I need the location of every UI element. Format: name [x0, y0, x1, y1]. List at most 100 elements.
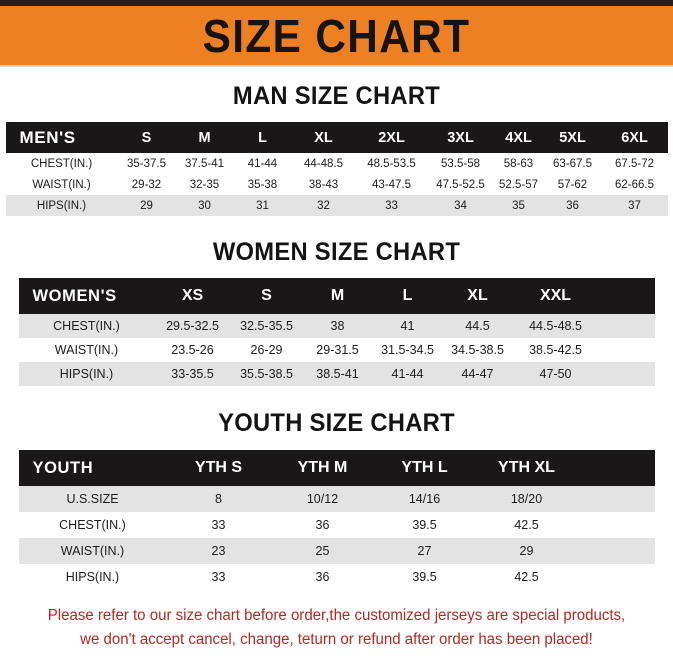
youth-r0-c4 — [579, 486, 655, 512]
man-r0-c0: 35-37.5 — [126, 157, 166, 170]
women-size-table: WOMEN'S XS S M L XL XXL CHEST(IN.) 29.5-… — [18, 278, 655, 386]
man-r1-c7: 57-62 — [557, 178, 588, 191]
women-r1-c3: 31.5-34.5 — [381, 343, 434, 357]
youth-size-col-1: YTH M — [297, 459, 348, 476]
youth-r1-c3: 42.5 — [514, 518, 539, 532]
man-size-col-8: 6XL — [621, 129, 648, 146]
man-r0-c6: 58-63 — [503, 157, 534, 170]
youth-r0-c0: 8 — [215, 492, 222, 506]
banner-title: SIZE CHART — [202, 9, 471, 62]
youth-row-0-label: U.S.SIZE — [66, 492, 119, 506]
man-row-0-label: CHEST(IN.) — [30, 157, 93, 170]
women-r0-c1: 32.5-35.5 — [240, 319, 293, 333]
man-size-col-3: XL — [314, 129, 333, 146]
man-size-col-2: L — [258, 129, 267, 146]
women-r2-c0: 33-35.5 — [171, 367, 214, 381]
women-r0-c4: 44.5 — [465, 319, 490, 333]
women-r2-c3: 41-44 — [391, 367, 424, 381]
footer-disclaimer: Please refer to our size chart before or… — [10, 604, 663, 652]
man-r2-c5: 34 — [454, 199, 467, 212]
youth-r0-c3: 18/20 — [510, 492, 543, 506]
man-r1-c2: 35-38 — [247, 178, 278, 191]
man-r2-c2: 31 — [256, 199, 269, 212]
youth-r0-c2: 14/16 — [408, 492, 441, 506]
table-row: CHEST(IN.) 29.5-32.5 32.5-35.5 38 41 44.… — [18, 314, 655, 338]
women-r0-c6 — [599, 314, 655, 338]
youth-r3-c0: 33 — [211, 570, 226, 584]
man-r2-c4: 33 — [385, 199, 398, 212]
man-r2-c1: 30 — [198, 199, 211, 212]
women-r0-c0: 29.5-32.5 — [166, 319, 219, 333]
women-r0-c5: 44.5-48.5 — [529, 319, 582, 333]
man-r1-c4: 43-47.5 — [371, 178, 411, 191]
table-row: CHEST(IN.) 35-37.5 37.5-41 41-44 44-48.5… — [5, 153, 668, 174]
women-r2-c2: 38.5-41 — [316, 367, 359, 381]
man-r2-c6: 35 — [512, 199, 525, 212]
banner-size-chart: SIZE CHART — [0, 6, 673, 65]
man-r0-c5: 53.5-58 — [440, 157, 480, 170]
man-r2-c3: 32 — [317, 199, 330, 212]
footer-line-2: we don't accept cancel, change, teturn o… — [80, 631, 593, 649]
women-size-col-5: XXL — [539, 287, 572, 304]
man-r2-c0: 29 — [140, 199, 153, 212]
youth-section-title: YOUTH SIZE CHART — [218, 409, 455, 437]
man-row-1-label: WAIST(IN.) — [32, 178, 91, 191]
youth-r2-c0: 23 — [211, 544, 226, 558]
youth-r2-c3: 29 — [519, 544, 534, 558]
man-r1-c5: 47.5-52.5 — [436, 178, 485, 191]
man-size-col-4: 2XL — [378, 129, 405, 146]
women-r2-c4: 44-47 — [461, 367, 494, 381]
man-size-col-7: 5XL — [559, 129, 586, 146]
man-r0-c2: 41-44 — [247, 157, 278, 170]
women-row-0-label: CHEST(IN.) — [53, 319, 120, 333]
youth-r1-c2: 39.5 — [412, 518, 437, 532]
women-size-col-3: L — [402, 287, 413, 304]
youth-r3-c1: 36 — [315, 570, 330, 584]
women-row-1-label: WAIST(IN.) — [54, 343, 119, 357]
women-table-header-row: WOMEN'S XS S M L XL XXL — [18, 278, 655, 314]
man-r2-c8: 37 — [628, 199, 641, 212]
youth-r2-c2: 27 — [417, 544, 432, 558]
banner-bottom-divider — [0, 65, 673, 67]
man-r0-c8: 67.5-72 — [614, 157, 654, 170]
man-r1-c1: 32-35 — [189, 178, 220, 191]
man-r1-c0: 29-32 — [131, 178, 162, 191]
youth-r1-c0: 33 — [211, 518, 226, 532]
women-size-col-0: XS — [181, 287, 204, 304]
women-r1-c5: 38.5-42.5 — [529, 343, 582, 357]
man-r0-c1: 37.5-41 — [184, 157, 224, 170]
women-r2-c6 — [599, 362, 655, 386]
man-r0-c4: 48.5-53.5 — [367, 157, 416, 170]
women-r1-c2: 29-31.5 — [316, 343, 359, 357]
women-r2-c5: 47-50 — [539, 367, 572, 381]
youth-row-2-label: WAIST(IN.) — [60, 544, 125, 558]
man-r1-c6: 52.5-57 — [498, 178, 538, 191]
women-r1-c0: 23.5-26 — [171, 343, 214, 357]
man-size-col-6: 4XL — [505, 129, 532, 146]
youth-size-col-4 — [579, 450, 655, 486]
man-r1-c3: 38-43 — [308, 178, 339, 191]
youth-size-col-0: YTH S — [194, 459, 243, 476]
women-size-col-6 — [599, 278, 655, 314]
table-row: WAIST(IN.) 23 25 27 29 — [18, 538, 655, 564]
man-section-title: MAN SIZE CHART — [232, 82, 441, 110]
youth-r3-c4 — [579, 564, 655, 590]
man-header-label: MEN'S — [19, 127, 76, 147]
table-row: HIPS(IN.) 33-35.5 35.5-38.5 38.5-41 41-4… — [18, 362, 655, 386]
women-size-col-4: XL — [467, 287, 488, 304]
youth-r2-c4 — [579, 538, 655, 564]
man-size-col-1: M — [198, 129, 211, 146]
women-r1-c1: 26-29 — [250, 343, 283, 357]
youth-r1-c1: 36 — [315, 518, 330, 532]
man-size-table: MEN'S S M L XL 2XL 3XL 4XL 5XL 6XL CHEST… — [5, 122, 668, 216]
man-r1-c8: 62-66.5 — [614, 178, 654, 191]
youth-row-3-label: HIPS(IN.) — [65, 570, 120, 584]
women-r1-c6 — [599, 338, 655, 362]
women-r0-c2: 38 — [330, 319, 345, 333]
youth-r2-c1: 25 — [315, 544, 330, 558]
man-row-2-label: HIPS(IN.) — [36, 199, 87, 212]
table-row: WAIST(IN.) 23.5-26 26-29 29-31.5 31.5-34… — [18, 338, 655, 362]
women-section-title: WOMEN SIZE CHART — [212, 238, 461, 266]
youth-r3-c3: 42.5 — [514, 570, 539, 584]
women-header-label: WOMEN'S — [32, 286, 117, 305]
